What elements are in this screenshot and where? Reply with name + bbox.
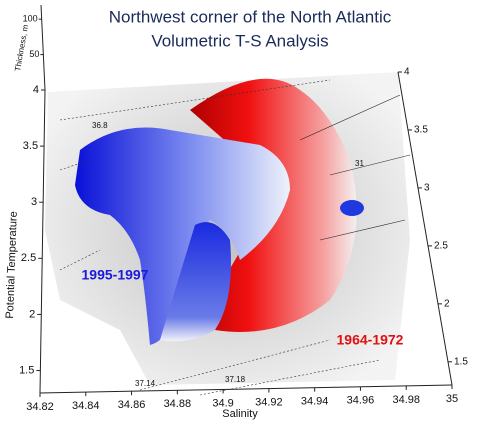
contour-label: 36.8 bbox=[92, 121, 108, 130]
axis-line bbox=[39, 89, 46, 394]
legend-label: 1995-1997 bbox=[82, 267, 149, 283]
y-tick-label: 2 bbox=[444, 298, 450, 309]
x-tick-label: 34.92 bbox=[255, 396, 283, 408]
axis-line bbox=[39, 384, 453, 394]
y-axis-label: Potential Temperature bbox=[4, 211, 20, 319]
legend-label: 1964-1972 bbox=[337, 332, 404, 348]
title: Northwest corner of the North Atlantic bbox=[109, 7, 392, 26]
y-tick-label: 2 bbox=[29, 308, 35, 320]
y-tick-label: 1.5 bbox=[454, 356, 468, 367]
contour-label: 37.14 bbox=[135, 379, 156, 388]
y-tick-label: 3 bbox=[424, 183, 430, 194]
axis-line bbox=[40, 4, 46, 91]
z-tick-label: 50 bbox=[29, 49, 39, 59]
y-tick-label: 4 bbox=[404, 67, 410, 78]
x-tick-label: 34.98 bbox=[392, 394, 420, 406]
x-tick-label: 34.86 bbox=[118, 399, 146, 411]
x-tick-label: 35 bbox=[446, 393, 458, 405]
x-tick-label: 34.88 bbox=[164, 398, 192, 410]
y-tick-label: 3.5 bbox=[414, 125, 428, 136]
contour-label: 31 bbox=[355, 159, 364, 168]
y-tick-label: 4 bbox=[33, 84, 39, 96]
x-axis-label: Salinity bbox=[222, 408, 258, 420]
x-tick-label: 34.84 bbox=[72, 400, 100, 412]
y-tick-label: 3 bbox=[31, 196, 37, 208]
axis-line bbox=[397, 71, 453, 386]
z-axis-label: Thickness, m bbox=[13, 24, 30, 72]
z-tick-label: 100 bbox=[23, 14, 38, 24]
contour-label: 37.18 bbox=[225, 375, 246, 384]
x-tick-label: 34.94 bbox=[301, 396, 329, 408]
y-tick-label: 3.5 bbox=[23, 140, 38, 152]
x-tick-label: 34.82 bbox=[26, 401, 54, 413]
axes: 34.82 34.84 34.86 34.88 34.9 34.92 34.94 34.96 3… bbox=[19, 4, 468, 413]
y-tick-label: 1.5 bbox=[19, 364, 34, 376]
y-tick-label: 2.5 bbox=[434, 241, 448, 252]
surface bbox=[45, 72, 411, 396]
x-tick-label: 34.96 bbox=[347, 395, 375, 407]
y-tick-label: 2.5 bbox=[21, 252, 36, 264]
x-tick-label: 34.9 bbox=[212, 397, 233, 409]
title: Volumetric T-S Analysis bbox=[151, 31, 328, 50]
